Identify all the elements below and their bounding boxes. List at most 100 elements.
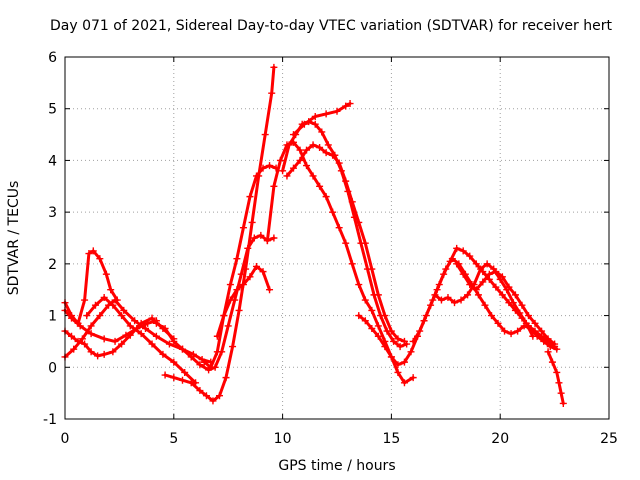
data-point (100, 335, 108, 343)
data-point (546, 343, 554, 351)
data-point (335, 224, 343, 232)
data-point (207, 363, 215, 371)
series-track-h (200, 162, 280, 371)
data-point (137, 319, 145, 327)
x-tick-label: 20 (491, 431, 509, 447)
data-point (74, 337, 82, 345)
data-point (431, 291, 439, 299)
data-point (524, 312, 532, 320)
data-point (322, 193, 330, 201)
data-point (279, 167, 287, 175)
data-point (239, 281, 247, 289)
data-point (416, 327, 424, 335)
data-point (311, 120, 319, 128)
data-point (318, 128, 326, 136)
data-point (429, 296, 437, 304)
x-tick-label: 5 (169, 431, 178, 447)
y-axis-label: SDTVAR / TECUs (6, 181, 22, 296)
data-point (303, 162, 311, 170)
data-point (270, 234, 278, 242)
data-point (102, 270, 110, 278)
data-point (233, 286, 241, 294)
data-point (548, 358, 556, 366)
data-point (342, 239, 350, 247)
data-point (270, 63, 278, 71)
data-point (553, 368, 561, 376)
data-point (451, 299, 459, 307)
data-point (233, 255, 241, 263)
data-point (120, 306, 128, 314)
data-point (96, 312, 104, 320)
chart-title: Day 071 of 2021, Sidereal Day-to-day VTE… (50, 18, 612, 34)
x-tick-label: 25 (600, 431, 618, 447)
plot-frame (64, 56, 610, 420)
data-point (252, 262, 260, 270)
data-point (544, 348, 552, 356)
data-point (442, 265, 450, 273)
data-point (472, 260, 480, 268)
y-tick-label: 4 (48, 153, 57, 169)
data-point (551, 340, 559, 348)
data-point (303, 146, 311, 154)
data-point (220, 312, 228, 320)
data-point (492, 283, 500, 291)
data-point (485, 270, 493, 278)
data-point (464, 291, 472, 299)
data-point (435, 281, 443, 289)
data-point (68, 332, 76, 340)
series-track-b (61, 247, 121, 327)
data-point (457, 296, 465, 304)
series-track-m (289, 100, 354, 139)
data-point (511, 291, 519, 299)
data-point (346, 100, 354, 108)
data-point (505, 283, 513, 291)
data-point (477, 265, 485, 273)
data-point (553, 345, 561, 353)
y-tick-label: 1 (48, 309, 57, 325)
data-point (322, 110, 330, 118)
data-point (479, 278, 487, 286)
data-point (224, 322, 232, 330)
x-tick-label: 0 (61, 431, 70, 447)
data-point (222, 374, 230, 382)
data-point (289, 131, 297, 139)
data-point (322, 149, 330, 157)
series-track-p (431, 260, 537, 340)
data-point (257, 231, 265, 239)
data-point (239, 224, 247, 232)
data-point (196, 387, 204, 395)
data-point (387, 353, 395, 361)
data-point (381, 343, 389, 351)
x-tick-label: 15 (382, 431, 400, 447)
data-point (361, 239, 369, 247)
data-point (498, 291, 506, 299)
data-point (448, 255, 456, 263)
series-track-r (544, 348, 567, 407)
y-tick-label: 5 (48, 102, 57, 118)
data-point (394, 368, 402, 376)
data-point (374, 291, 382, 299)
data-point (246, 273, 254, 281)
data-point (483, 260, 491, 268)
data-point (400, 379, 408, 387)
series-line (63, 298, 213, 364)
data-point (394, 335, 402, 343)
data-point (296, 156, 304, 164)
data-point (492, 268, 500, 276)
data-point (466, 252, 474, 260)
series-line (433, 262, 535, 338)
data-point (246, 193, 254, 201)
data-point (329, 208, 337, 216)
data-point (342, 177, 350, 185)
data-point (498, 273, 506, 281)
data-point (250, 234, 258, 242)
series-track-e (83, 293, 200, 387)
x-tick-label: 10 (274, 431, 292, 447)
data-point (300, 120, 308, 128)
data-point (529, 332, 537, 340)
data-point (283, 172, 291, 180)
data-point (544, 335, 552, 343)
data-point (296, 146, 304, 154)
series-track-q (453, 260, 559, 348)
data-point (309, 172, 317, 180)
